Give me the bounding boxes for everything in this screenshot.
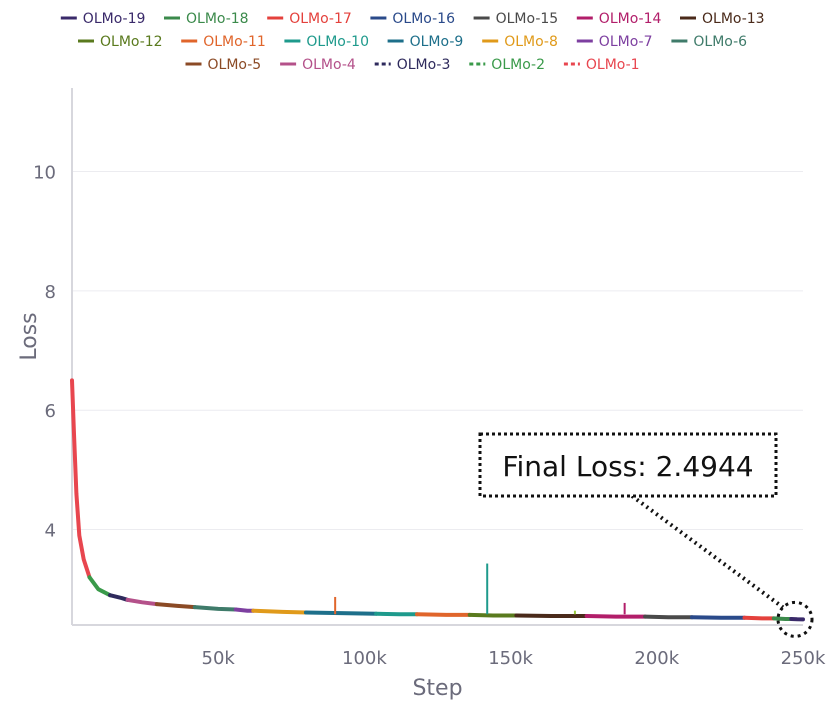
series-line [584, 614, 648, 619]
legend-label: OLMo-1 [586, 57, 640, 73]
legend-label: OLMo-5 [208, 57, 262, 73]
series-layer [70, 378, 805, 622]
final-loss-label: Final Loss: 2.4944 [502, 450, 753, 483]
legend-item: OLMo-7 [576, 34, 653, 50]
series-line [87, 575, 112, 598]
callout-pointer [630, 494, 785, 609]
callout-box [478, 432, 778, 498]
legend-item: OLMo-5 [185, 57, 262, 73]
legend-item: OLMo-19 [60, 11, 146, 27]
legend-label: OLMo-4 [302, 57, 356, 73]
y-tick-label: 8 [45, 282, 56, 303]
legend-label: OLMo-19 [83, 11, 146, 27]
legend-label: OLMo-14 [599, 11, 662, 27]
legend-item: OLMo-9 [387, 34, 464, 50]
series-line [742, 615, 776, 621]
series-line [154, 602, 197, 610]
legend-label: OLMo-13 [702, 11, 765, 27]
y-tick-label: 10 [33, 163, 56, 184]
legend-label: OLMo-7 [599, 34, 653, 50]
legend-label: OLMo-12 [100, 34, 163, 50]
legend-label: OLMo-2 [491, 57, 545, 73]
x-tick-label: 200k [634, 648, 679, 669]
series-line [374, 611, 419, 617]
series-line [192, 605, 238, 612]
x-tick-label: 100k [342, 648, 387, 669]
legend-label: OLMo-11 [203, 34, 266, 50]
legend-label: OLMo-18 [186, 11, 249, 27]
axes: 4 6 8 10 50k 100k 150k 200k 250k [33, 88, 826, 669]
x-tick-label: 50k [202, 648, 236, 669]
series-line [467, 612, 519, 618]
legend-item: OLMo-14 [576, 11, 662, 27]
legend-label: OLMo-3 [397, 57, 451, 73]
legend: OLMo-19 OLMo-18 OLMo-17 OLMo-16 OLMo-15 OLMo-… [60, 11, 765, 73]
y-axis-title: Loss [17, 312, 42, 360]
legend-item: OLMo-15 [473, 11, 559, 27]
legend-item: OLMo-17 [267, 11, 352, 27]
x-axis-title: Step [412, 676, 462, 701]
x-tick-label: 250k [781, 648, 826, 669]
x-tick-label: 150k [488, 648, 533, 669]
series-line [233, 607, 256, 613]
y-tick-label: 4 [45, 521, 56, 542]
legend-item: OLMo-12 [78, 34, 163, 50]
series-line [689, 615, 747, 620]
series-line [125, 597, 159, 607]
legend-item: OLMo-11 [181, 34, 266, 50]
legend-item: OLMo-18 [164, 11, 249, 27]
legend-label: OLMo-17 [289, 11, 352, 27]
legend-item: OLMo-2 [469, 57, 545, 73]
grid [72, 171, 803, 531]
legend-item: OLMo-4 [280, 57, 356, 73]
series-line [303, 610, 379, 616]
legend-label: OLMo-15 [496, 11, 559, 27]
legend-item: OLMo-8 [482, 34, 558, 50]
y-tick-label: 6 [45, 401, 56, 422]
series-line [70, 378, 92, 580]
series-line [415, 612, 472, 617]
final-point-marker [776, 600, 814, 638]
legend-label: OLMo-9 [410, 34, 464, 50]
final-loss-callout: Final Loss: 2.4944 [478, 432, 814, 638]
legend-item: OLMo-3 [374, 57, 451, 73]
legend-item: OLMo-13 [680, 11, 765, 27]
legend-item: OLMo-1 [563, 57, 640, 73]
series-line [251, 608, 308, 615]
legend-label: OLMo-8 [504, 34, 558, 50]
legend-item: OLMo-10 [284, 34, 369, 50]
series-line [108, 593, 130, 602]
legend-label: OLMo-10 [306, 34, 369, 50]
legend-label: OLMo-16 [392, 11, 455, 27]
series-line [643, 614, 694, 620]
series-line [514, 613, 589, 618]
series-line [771, 616, 794, 621]
legend-item: OLMo-6 [671, 34, 747, 50]
legend-label: OLMo-6 [693, 34, 747, 50]
legend-item: OLMo-16 [370, 11, 455, 27]
